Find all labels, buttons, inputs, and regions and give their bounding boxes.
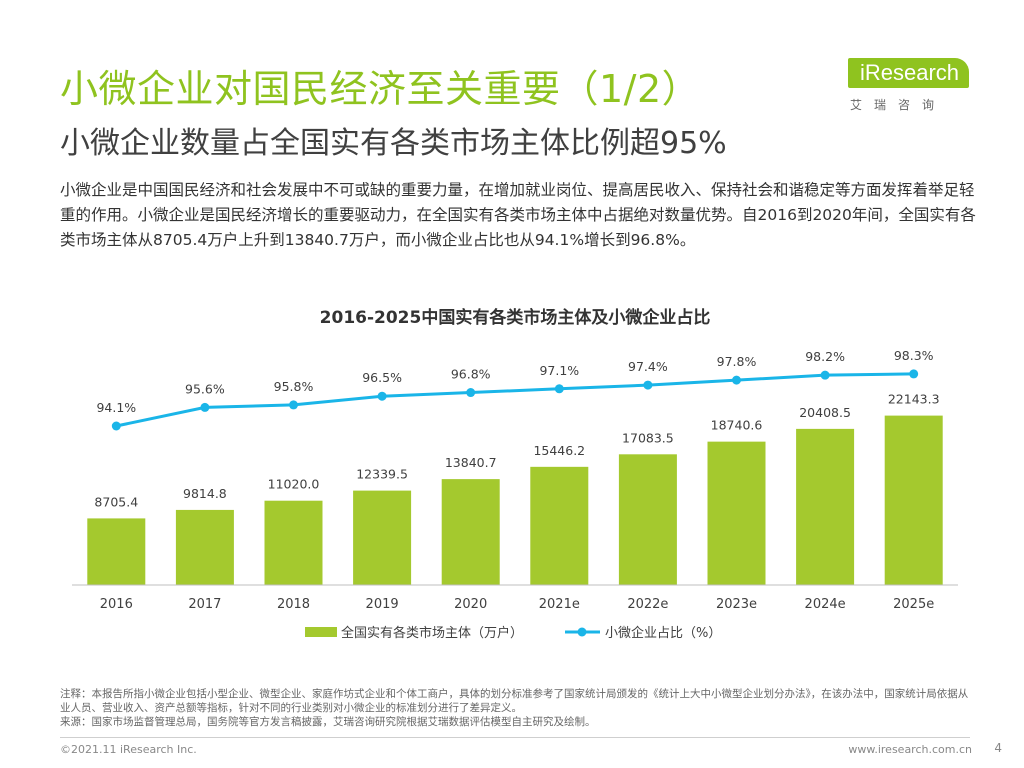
x-tick-label: 2025e: [893, 597, 934, 612]
bar: [175, 509, 234, 585]
bar: [87, 518, 146, 585]
bar-value-label: 20408.5: [799, 405, 851, 420]
x-tick-label: 2022e: [627, 597, 668, 612]
line-point: [820, 370, 830, 380]
intro-paragraph: 小微企业是中国国民经济和社会发展中不可或缺的重要力量，在增加就业岗位、提高居民收…: [60, 181, 976, 249]
line-point: [466, 388, 476, 398]
source-text: 来源：国家市场监督管理总局，国务院等官方发言稿披露，艾瑞咨询研究院根据艾瑞数据评…: [60, 716, 596, 728]
line-point: [554, 384, 564, 394]
x-tick-label: 2019: [366, 597, 399, 612]
bar-series: 8705.4 9814.8 11020.0 12339.5 13840.7 15446.2…: [87, 392, 943, 585]
line-series: 94.1% 95.6% 95.8% 96.5% 96.8% 97.1% 97.4% 97.8%…: [96, 348, 934, 431]
line-point: [909, 369, 919, 379]
bar-value-label: 18740.6: [711, 418, 763, 433]
x-tick-label: 2017: [188, 597, 221, 612]
bar: [884, 415, 943, 585]
bar-value-label: 12339.5: [356, 467, 408, 482]
x-tick-label: 2024e: [805, 597, 846, 612]
bar-value-label: 11020.0: [268, 477, 320, 492]
x-tick-label: 2021e: [539, 597, 580, 612]
line-value-label: 96.8%: [451, 367, 491, 382]
line-value-label: 95.8%: [274, 379, 314, 394]
bar: [530, 466, 589, 585]
copyright: ©2021.11 iResearch Inc.: [60, 743, 197, 756]
bar: [264, 500, 323, 585]
line-value-label: 98.3%: [894, 348, 934, 363]
page-number: 4: [994, 741, 1002, 755]
bar-value-label: 22143.3: [888, 392, 940, 407]
x-tick-label: 2020: [454, 597, 487, 612]
line-point: [643, 380, 653, 390]
bar: [441, 479, 500, 585]
market-entities-chart: 2016-2025中国实有各类市场主体及小微企业占比 8705.4 9814.8 1…: [72, 307, 958, 641]
legend-bar-label: 全国实有各类市场主体（万户）: [341, 625, 523, 641]
bar: [796, 428, 855, 585]
bar: [618, 454, 677, 585]
website-link[interactable]: www.iresearch.com.cn: [848, 743, 972, 756]
line-point: [289, 400, 298, 410]
line-point: [377, 391, 387, 401]
bar-value-label: 15446.2: [533, 443, 585, 458]
chart-legend: 全国实有各类市场主体（万户） 小微企业占比（%）: [305, 625, 721, 641]
note-text: 注释：本报告所指小微企业包括小型企业、微型企业、家庭作坊式企业和个体工商户，具体…: [60, 688, 969, 714]
line-point: [200, 402, 210, 412]
line-value-label: 96.5%: [362, 370, 402, 385]
x-tick-label: 2023e: [716, 597, 757, 612]
legend-line-marker: [577, 627, 587, 637]
legend-bar-swatch: [305, 627, 337, 637]
line-value-label: 97.8%: [717, 354, 757, 369]
legend-line-label: 小微企业占比（%）: [605, 625, 721, 641]
bar-value-label: 17083.5: [622, 430, 674, 445]
line-value-label: 97.1%: [539, 363, 579, 378]
chart-title: 2016-2025中国实有各类市场主体及小微企业占比: [320, 307, 711, 328]
logo-brand-cn: 艾瑞咨询: [850, 98, 947, 112]
bar-value-label: 9814.8: [183, 486, 227, 501]
footer-divider: [60, 737, 970, 738]
logo-brand: iResearch: [848, 58, 970, 88]
notes-block: 注释：本报告所指小微企业包括小型企业、微型企业、家庭作坊式企业和个体工商户，具体…: [60, 687, 970, 729]
line-value-label: 94.1%: [96, 400, 136, 415]
x-axis: 2016 2017 2018 2019 2020 2021e 2022e 2023e 2024e…: [72, 584, 958, 612]
bar-value-label: 8705.4: [94, 494, 138, 509]
x-tick-label: 2016: [100, 597, 133, 612]
bar-value-label: 13840.7: [445, 455, 497, 470]
line-value-label: 98.2%: [805, 349, 845, 364]
bar: [707, 441, 766, 585]
line-value-label: 97.4%: [628, 359, 668, 374]
bar: [353, 490, 412, 585]
iresearch-logo: iResearch 艾瑞咨询: [848, 58, 973, 120]
line-path: [115, 372, 914, 428]
line-point: [111, 421, 121, 431]
page-subtitle: 小微企业数量占全国实有各类市场主体比例超95%: [60, 126, 727, 161]
page-title: 小微企业对国民经济至关重要（1/2）: [60, 67, 701, 111]
line-value-label: 95.6%: [185, 381, 225, 396]
x-tick-label: 2018: [277, 597, 310, 612]
line-point: [732, 375, 741, 385]
